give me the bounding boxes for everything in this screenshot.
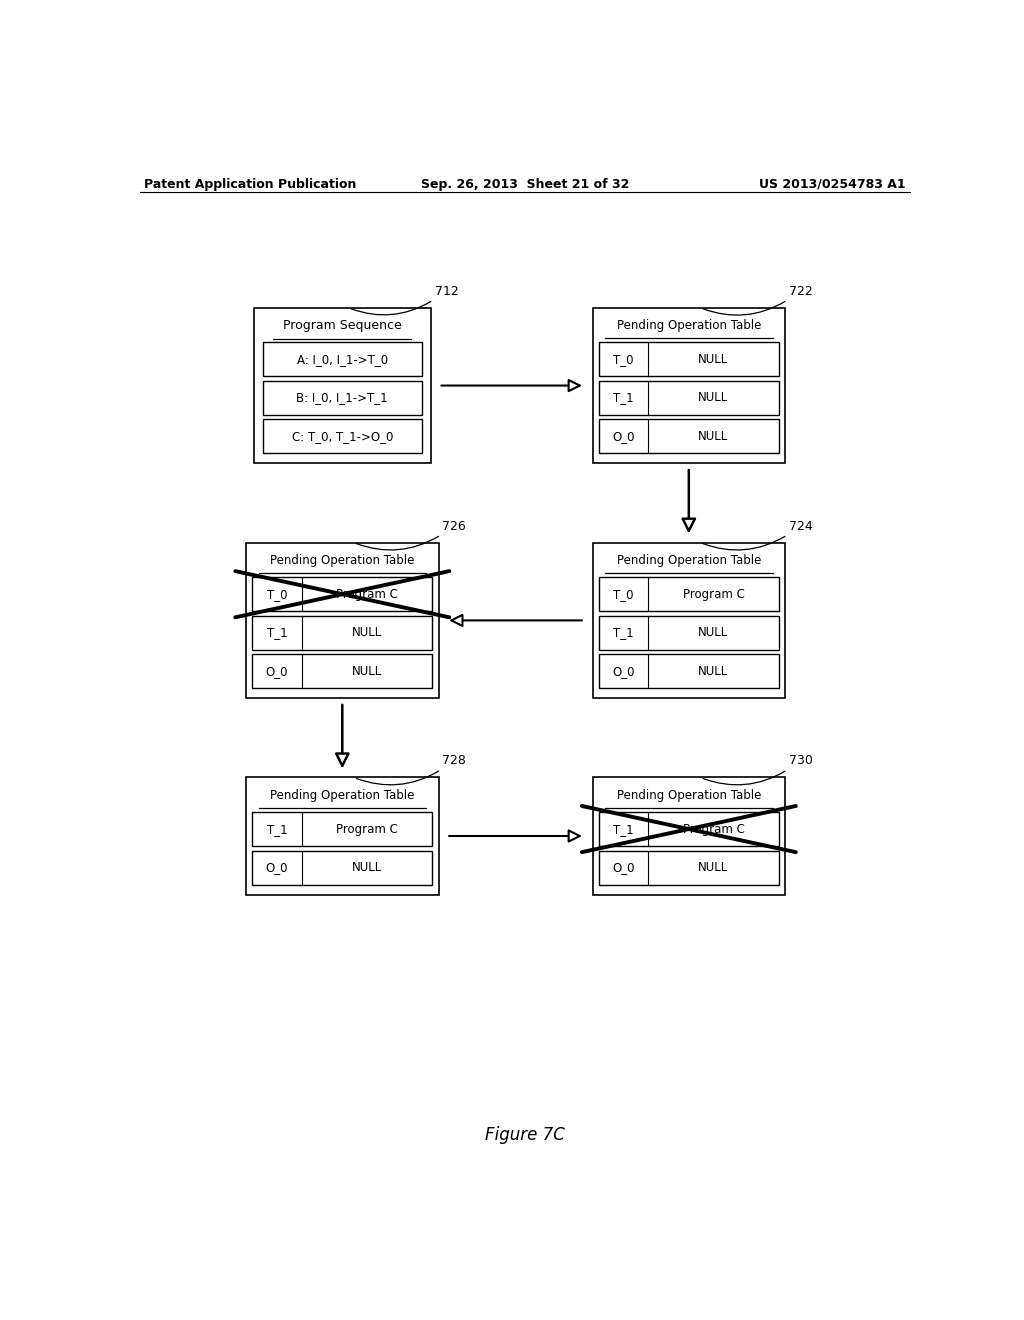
Text: Patent Application Publication: Patent Application Publication: [144, 178, 356, 190]
FancyArrowPatch shape: [702, 536, 785, 550]
Text: T_0: T_0: [266, 587, 287, 601]
Text: Sep. 26, 2013  Sheet 21 of 32: Sep. 26, 2013 Sheet 21 of 32: [421, 178, 629, 190]
Bar: [263, 420, 422, 453]
Bar: [254, 308, 431, 463]
Text: Program C: Program C: [683, 822, 744, 836]
Text: B: I_0, I_1->T_1: B: I_0, I_1->T_1: [297, 391, 388, 404]
Text: 728: 728: [442, 755, 466, 767]
Text: NULL: NULL: [352, 861, 382, 874]
Text: T_1: T_1: [613, 822, 634, 836]
Text: T_1: T_1: [266, 626, 287, 639]
FancyArrowPatch shape: [356, 771, 438, 785]
Bar: [593, 777, 785, 895]
Bar: [252, 577, 432, 611]
Text: 722: 722: [788, 285, 813, 298]
FancyArrowPatch shape: [356, 536, 438, 550]
Bar: [599, 342, 779, 376]
Text: Pending Operation Table: Pending Operation Table: [616, 319, 761, 333]
Bar: [252, 655, 432, 688]
Text: Figure 7C: Figure 7C: [484, 1126, 565, 1143]
Bar: [263, 381, 422, 414]
Text: O_0: O_0: [265, 665, 288, 677]
Bar: [599, 420, 779, 453]
Bar: [599, 381, 779, 414]
Bar: [246, 543, 438, 698]
Bar: [263, 342, 422, 376]
Text: A: I_0, I_1->T_0: A: I_0, I_1->T_0: [297, 352, 388, 366]
Bar: [599, 850, 779, 884]
Text: T_0: T_0: [613, 587, 634, 601]
Text: T_0: T_0: [613, 352, 634, 366]
Bar: [593, 308, 785, 463]
Text: NULL: NULL: [698, 352, 728, 366]
Bar: [599, 655, 779, 688]
Text: NULL: NULL: [698, 391, 728, 404]
Text: 726: 726: [442, 520, 466, 532]
Text: Pending Operation Table: Pending Operation Table: [270, 554, 415, 566]
Text: NULL: NULL: [698, 665, 728, 677]
Bar: [599, 577, 779, 611]
FancyArrowPatch shape: [702, 301, 785, 315]
Bar: [252, 812, 432, 846]
Text: NULL: NULL: [352, 665, 382, 677]
Bar: [593, 543, 785, 698]
Text: Program C: Program C: [336, 822, 398, 836]
Text: Pending Operation Table: Pending Operation Table: [270, 788, 415, 801]
Text: T_1: T_1: [266, 822, 287, 836]
Text: NULL: NULL: [698, 861, 728, 874]
Text: Program C: Program C: [683, 587, 744, 601]
Text: Program C: Program C: [336, 587, 398, 601]
Text: O_0: O_0: [612, 430, 635, 444]
Text: T_1: T_1: [613, 626, 634, 639]
Bar: [599, 615, 779, 649]
Text: T_1: T_1: [613, 391, 634, 404]
Text: 712: 712: [435, 285, 459, 298]
Bar: [599, 812, 779, 846]
Text: 730: 730: [788, 755, 813, 767]
Text: US 2013/0254783 A1: US 2013/0254783 A1: [759, 178, 905, 190]
Text: O_0: O_0: [265, 861, 288, 874]
Text: NULL: NULL: [352, 626, 382, 639]
Text: Pending Operation Table: Pending Operation Table: [616, 788, 761, 801]
Text: NULL: NULL: [698, 430, 728, 444]
Bar: [252, 615, 432, 649]
Text: 724: 724: [788, 520, 813, 532]
FancyArrowPatch shape: [351, 301, 431, 315]
Bar: [252, 850, 432, 884]
FancyArrowPatch shape: [702, 771, 785, 785]
Text: O_0: O_0: [612, 665, 635, 677]
Text: Program Sequence: Program Sequence: [283, 319, 401, 333]
Text: NULL: NULL: [698, 626, 728, 639]
Text: O_0: O_0: [612, 861, 635, 874]
Text: Pending Operation Table: Pending Operation Table: [616, 554, 761, 566]
Bar: [246, 777, 438, 895]
Text: C: T_0, T_1->O_0: C: T_0, T_1->O_0: [292, 430, 393, 444]
